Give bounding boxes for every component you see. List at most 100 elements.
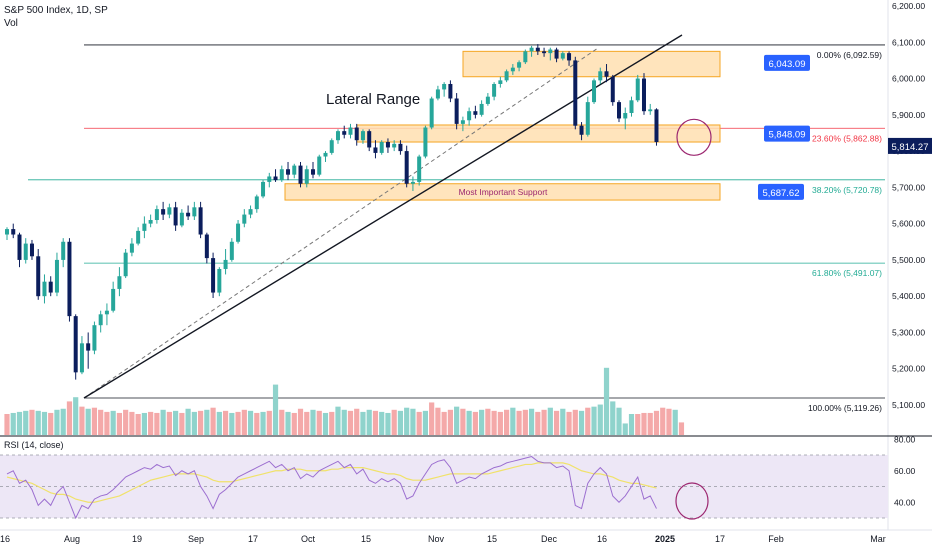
volume-bar xyxy=(191,411,197,435)
candle-body xyxy=(404,151,409,184)
fib-label-2: 38.20% (5,720.78) xyxy=(812,185,882,195)
candle-body xyxy=(448,83,453,99)
candle-body xyxy=(360,131,365,141)
last-price-tag xyxy=(888,137,932,154)
candle-body xyxy=(217,268,222,293)
x-tick-label: Mar xyxy=(870,534,886,544)
x-tick-label: 16 xyxy=(0,534,10,544)
candle-body xyxy=(179,212,184,226)
price-badge-label-0: 6,043.09 xyxy=(769,59,806,70)
volume-bar xyxy=(597,404,603,435)
volume-bar xyxy=(129,411,135,435)
y-tick-label: 5,200.00 xyxy=(892,364,925,374)
x-tick-label: 19 xyxy=(132,534,142,544)
volume-bar xyxy=(466,410,472,435)
candle-body xyxy=(485,96,490,104)
candle-body xyxy=(542,51,547,54)
candle-body xyxy=(523,51,528,63)
lateral-range-label: Lateral Range xyxy=(326,91,420,108)
candle-body xyxy=(604,71,609,77)
candle-body xyxy=(635,78,640,101)
candle-body xyxy=(92,325,97,351)
candle-body xyxy=(498,80,503,84)
volume-bar xyxy=(666,408,672,435)
candle-body xyxy=(567,53,572,61)
candle-body xyxy=(73,316,78,373)
volume-bar xyxy=(279,409,285,435)
volume-bar xyxy=(322,412,329,435)
volume-bar xyxy=(4,414,10,435)
candle-body xyxy=(204,234,209,259)
volume-bar xyxy=(404,407,410,435)
candle-body xyxy=(423,127,428,157)
volume-bar xyxy=(254,412,260,435)
volume-bar xyxy=(653,410,660,435)
volume-bar xyxy=(528,408,535,435)
volume-bar xyxy=(441,411,447,435)
fib-label-4: 100.00% (5,119.26) xyxy=(808,403,882,413)
highlight-circle-rsi xyxy=(675,482,709,520)
price-badge-2[interactable] xyxy=(758,183,804,200)
volume-bar xyxy=(79,406,85,435)
price-badge-label-1: 5,848.09 xyxy=(769,130,806,141)
volume-bar xyxy=(10,412,16,435)
candle-body xyxy=(617,102,622,119)
candle-body xyxy=(529,47,534,52)
x-tick-label: Aug xyxy=(64,534,80,544)
volume-bar xyxy=(216,411,222,435)
candle-body xyxy=(123,252,128,277)
x-tick-label: 15 xyxy=(361,534,371,544)
volume-bar xyxy=(416,411,422,435)
candle-body xyxy=(167,207,172,215)
volume-bar xyxy=(460,408,466,435)
x-tick-label: Oct xyxy=(301,534,316,544)
candle-body xyxy=(173,207,178,226)
candle-body xyxy=(504,71,509,81)
candle-body xyxy=(267,176,272,182)
x-tick-label: Nov xyxy=(428,534,445,544)
candle-body xyxy=(392,143,397,148)
volume-bar xyxy=(366,409,372,435)
candle-body xyxy=(641,78,646,112)
volume-bar xyxy=(560,408,566,435)
volume-bar xyxy=(454,406,460,435)
volume-bar xyxy=(73,397,79,435)
volume-bar xyxy=(491,410,497,435)
y-tick-label: 5,400.00 xyxy=(892,291,925,301)
volume-bar xyxy=(266,410,272,435)
candle-body xyxy=(136,230,141,244)
volume-bar xyxy=(154,412,160,435)
candle-body xyxy=(454,98,459,124)
price-badge-1[interactable] xyxy=(764,125,810,142)
volume-bar xyxy=(354,408,360,435)
candle-body xyxy=(23,243,28,260)
candle-body xyxy=(142,223,147,231)
x-tick-label: Feb xyxy=(768,534,784,544)
candle-body xyxy=(585,102,590,135)
volume-bar xyxy=(572,409,578,435)
candle-body xyxy=(410,181,415,184)
volume-bar xyxy=(447,409,453,435)
candle-body xyxy=(598,71,603,81)
volume-bar xyxy=(291,412,297,435)
x-tick-label: 16 xyxy=(597,534,607,544)
volume-bar xyxy=(391,409,397,435)
volume-bar xyxy=(285,411,291,435)
price-badge-0[interactable] xyxy=(764,54,810,71)
rsi-tick-label: 40.00 xyxy=(894,497,916,507)
volume-bar xyxy=(347,410,354,435)
volume-bar xyxy=(660,407,666,435)
volume-bar xyxy=(522,409,528,435)
x-tick-label: 17 xyxy=(248,534,258,544)
candle-body xyxy=(111,288,116,311)
volume-bar xyxy=(104,411,110,435)
candle-body xyxy=(17,234,22,260)
volume-bar xyxy=(628,414,635,435)
volume-bar xyxy=(535,411,541,435)
volume-bar xyxy=(435,407,441,435)
volume-bar xyxy=(504,409,510,435)
candle-body xyxy=(348,127,353,135)
y-tick-label: 5,700.00 xyxy=(892,182,925,192)
candle-body xyxy=(286,169,291,175)
